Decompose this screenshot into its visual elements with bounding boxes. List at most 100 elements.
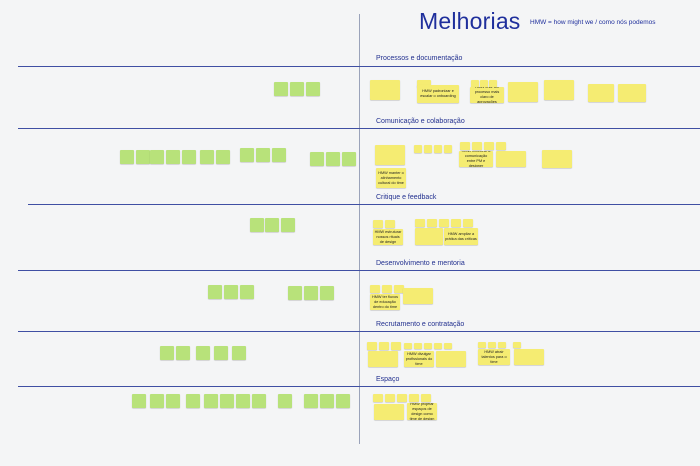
sticky-note[interactable] xyxy=(290,82,304,96)
sticky-note[interactable] xyxy=(472,142,482,150)
sticky-note[interactable] xyxy=(281,218,295,232)
sticky-note[interactable] xyxy=(342,152,356,166)
sticky-note[interactable] xyxy=(434,343,442,349)
sticky-note[interactable] xyxy=(166,394,180,408)
sticky-note[interactable] xyxy=(304,394,318,408)
sticky-note[interactable] xyxy=(370,80,400,100)
sticky-note[interactable] xyxy=(320,286,334,300)
sticky-note[interactable] xyxy=(496,142,506,150)
hmw-sticky-note[interactable]: HMW melhorar a comunicação entre PM e de… xyxy=(459,151,493,167)
sticky-note[interactable] xyxy=(326,152,340,166)
sticky-note[interactable] xyxy=(220,394,234,408)
sticky-note[interactable] xyxy=(160,346,174,360)
hmw-sticky-note[interactable]: HMW estruturar nossos rituais de design xyxy=(373,229,403,245)
sticky-note[interactable] xyxy=(182,150,196,164)
sticky-note[interactable] xyxy=(417,80,431,88)
sticky-note[interactable] xyxy=(136,150,150,164)
sticky-note[interactable] xyxy=(320,394,334,408)
hmw-sticky-note[interactable]: HMW ter fluxos de educação dentro do tim… xyxy=(370,294,400,310)
sticky-note[interactable] xyxy=(397,394,407,402)
sticky-note[interactable] xyxy=(436,351,466,367)
sticky-note[interactable] xyxy=(204,394,218,408)
sticky-note[interactable] xyxy=(404,343,412,349)
hmw-sticky-note[interactable]: HMW projetar espaços de design como time… xyxy=(407,403,437,420)
hmw-sticky-note[interactable]: HMW padronizar e escalar o onboarding xyxy=(417,85,459,103)
sticky-note[interactable] xyxy=(216,150,230,164)
sticky-note[interactable] xyxy=(385,220,395,228)
sticky-note[interactable] xyxy=(186,394,200,408)
sticky-note[interactable] xyxy=(618,84,646,102)
sticky-note[interactable] xyxy=(368,351,398,367)
sticky-note[interactable] xyxy=(421,394,431,402)
sticky-note[interactable] xyxy=(265,218,279,232)
sticky-note[interactable] xyxy=(272,148,286,162)
sticky-note[interactable] xyxy=(480,80,488,88)
sticky-note[interactable] xyxy=(444,343,452,349)
sticky-note[interactable] xyxy=(375,145,405,165)
hmw-sticky-note[interactable]: HMW manter o alinhamento cultural do tim… xyxy=(376,168,406,188)
sticky-note[interactable] xyxy=(288,286,302,300)
sticky-note[interactable] xyxy=(200,150,214,164)
sticky-note[interactable] xyxy=(489,80,497,88)
sticky-note[interactable] xyxy=(427,219,437,227)
sticky-note[interactable] xyxy=(306,82,320,96)
sticky-note[interactable] xyxy=(488,342,496,348)
sticky-note[interactable] xyxy=(409,394,419,402)
sticky-note[interactable] xyxy=(415,219,425,227)
sticky-note[interactable] xyxy=(463,219,473,227)
hmw-sticky-note[interactable]: HMW atrair talentos para o time xyxy=(478,349,510,365)
sticky-note[interactable] xyxy=(484,142,494,150)
sticky-note[interactable] xyxy=(498,342,506,348)
sticky-note[interactable] xyxy=(444,145,452,153)
sticky-note[interactable] xyxy=(256,148,270,162)
hmw-sticky-note[interactable]: HMW criar um processo mais claro de apro… xyxy=(470,87,504,103)
sticky-note[interactable] xyxy=(379,342,389,350)
sticky-note[interactable] xyxy=(496,151,526,167)
sticky-note[interactable] xyxy=(224,285,238,299)
sticky-note[interactable] xyxy=(373,394,383,402)
sticky-note[interactable] xyxy=(544,80,574,100)
sticky-note[interactable] xyxy=(208,285,222,299)
sticky-note[interactable] xyxy=(252,394,266,408)
sticky-note[interactable] xyxy=(214,346,228,360)
sticky-note[interactable] xyxy=(478,342,486,348)
sticky-note[interactable] xyxy=(588,84,614,102)
sticky-note[interactable] xyxy=(150,150,164,164)
sticky-note[interactable] xyxy=(250,218,264,232)
hmw-sticky-note[interactable]: HMW divulgar profissionais do time xyxy=(404,351,434,367)
sticky-note[interactable] xyxy=(150,394,164,408)
sticky-note[interactable] xyxy=(278,394,292,408)
sticky-note[interactable] xyxy=(240,148,254,162)
sticky-note[interactable] xyxy=(176,346,190,360)
sticky-note[interactable] xyxy=(414,343,422,349)
sticky-note[interactable] xyxy=(367,342,377,350)
sticky-note[interactable] xyxy=(403,288,433,304)
sticky-note[interactable] xyxy=(439,219,449,227)
sticky-note[interactable] xyxy=(415,228,443,245)
sticky-note[interactable] xyxy=(274,82,288,96)
sticky-note[interactable] xyxy=(424,343,432,349)
sticky-note[interactable] xyxy=(120,150,134,164)
sticky-note[interactable] xyxy=(385,394,395,402)
sticky-note[interactable] xyxy=(132,394,146,408)
hmw-sticky-note[interactable]: HMW ampliar a prática das críticas xyxy=(444,228,478,245)
sticky-note[interactable] xyxy=(391,342,401,350)
sticky-note[interactable] xyxy=(414,145,422,153)
sticky-note[interactable] xyxy=(460,142,470,150)
sticky-note[interactable] xyxy=(471,80,479,88)
sticky-note[interactable] xyxy=(514,349,544,365)
sticky-note[interactable] xyxy=(434,145,442,153)
sticky-note[interactable] xyxy=(373,220,383,228)
sticky-note[interactable] xyxy=(508,82,538,102)
sticky-note[interactable] xyxy=(240,285,254,299)
sticky-note[interactable] xyxy=(166,150,180,164)
sticky-note[interactable] xyxy=(304,286,318,300)
sticky-note[interactable] xyxy=(232,346,246,360)
sticky-note[interactable] xyxy=(394,285,404,293)
sticky-note[interactable] xyxy=(542,150,572,168)
sticky-note[interactable] xyxy=(370,285,380,293)
sticky-note[interactable] xyxy=(236,394,250,408)
sticky-note[interactable] xyxy=(382,285,392,293)
sticky-note[interactable] xyxy=(451,219,461,227)
sticky-note[interactable] xyxy=(513,342,521,348)
